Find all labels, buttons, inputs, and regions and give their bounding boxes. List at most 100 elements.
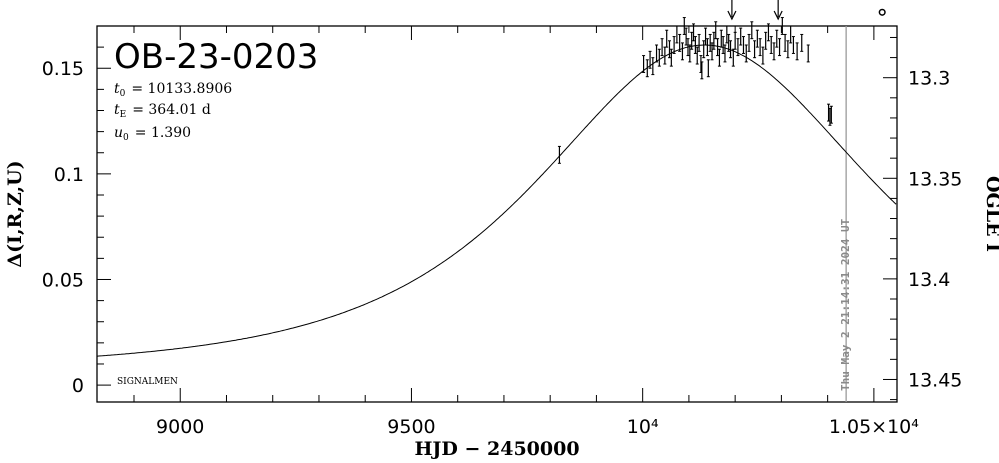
data-point bbox=[733, 31, 737, 50]
data-point bbox=[669, 48, 673, 67]
alert-arrow bbox=[727, 0, 737, 21]
left-axis-title: Δ(I,R,Z,U) bbox=[4, 160, 26, 267]
data-point bbox=[778, 38, 782, 57]
data-point bbox=[714, 21, 718, 40]
data-point bbox=[755, 29, 759, 48]
data-point bbox=[702, 40, 706, 59]
data-point bbox=[769, 36, 773, 54]
data-point bbox=[772, 42, 776, 61]
data-point bbox=[693, 36, 697, 54]
param-tE: tE = 364.01 d bbox=[114, 102, 211, 120]
x-tick-label: 9500 bbox=[387, 416, 435, 438]
data-point bbox=[791, 36, 795, 54]
event-title: OB-23-0203 bbox=[114, 37, 318, 77]
data-point bbox=[645, 59, 649, 78]
tick-marks bbox=[97, 25, 897, 402]
x-tick-label: 9000 bbox=[156, 416, 204, 438]
data-point bbox=[706, 59, 710, 78]
data-point bbox=[736, 38, 740, 57]
svg-text:u0= 1.390: u0 = 1.390 bbox=[114, 125, 191, 143]
data-point bbox=[727, 33, 731, 52]
data-point bbox=[695, 46, 699, 65]
data-point bbox=[800, 33, 804, 52]
data-point bbox=[684, 27, 688, 46]
data-point bbox=[721, 36, 725, 54]
data-point bbox=[648, 50, 652, 69]
y-right-tick-label: 13.35 bbox=[908, 168, 962, 190]
data-point bbox=[675, 25, 679, 44]
open-circle-point bbox=[878, 8, 886, 16]
tick-labels: 9000 9500 10⁴ 1.05×10⁴ 0 0.05 0.1 0.15 13.3 13.35… bbox=[42, 58, 963, 438]
data-point bbox=[741, 36, 745, 54]
y-right-tick-label: 13.3 bbox=[908, 68, 950, 90]
data-point bbox=[806, 44, 810, 63]
data-point bbox=[690, 31, 694, 50]
x-axis-title: HJD − 2450000 bbox=[414, 438, 579, 459]
data-point bbox=[665, 29, 669, 48]
plot-frame bbox=[96, 25, 898, 403]
param-t0: t0 = 10133.8906 bbox=[114, 81, 232, 99]
alert-arrow bbox=[773, 0, 783, 21]
svg-text:t0= 10133.8906: t0 = 10133.8906 bbox=[114, 81, 232, 99]
data-point bbox=[761, 46, 765, 65]
data-point bbox=[682, 17, 686, 35]
y-right-tick-label: 13.4 bbox=[908, 269, 950, 291]
data-point bbox=[680, 42, 684, 61]
data-point bbox=[716, 38, 720, 57]
model-curve bbox=[96, 44, 897, 357]
data-point bbox=[692, 23, 696, 42]
svg-text:tE= 364.01 d: tE = 364.01 d bbox=[114, 102, 211, 120]
data-point bbox=[750, 21, 754, 40]
y-right-tick-label: 13.45 bbox=[908, 369, 962, 391]
data-point bbox=[700, 61, 704, 80]
y-left-tick-label: 0.15 bbox=[42, 58, 84, 80]
data-point bbox=[686, 38, 690, 57]
data-point bbox=[710, 42, 714, 61]
data-point bbox=[655, 44, 659, 63]
model-curve-line bbox=[96, 44, 897, 357]
arrow-head bbox=[727, 10, 737, 21]
data-point bbox=[725, 25, 729, 44]
data-point bbox=[753, 40, 757, 59]
y-left-tick-label: 0.1 bbox=[54, 164, 84, 186]
data-point bbox=[708, 33, 712, 52]
data-point bbox=[651, 57, 655, 76]
x-tick-label: 1.05×10⁴ bbox=[829, 416, 919, 438]
credit-label: SIGNALMEN bbox=[117, 377, 178, 387]
data-point bbox=[723, 44, 727, 63]
data-points bbox=[557, 8, 886, 164]
param-u0: u0 = 1.390 bbox=[114, 125, 191, 143]
data-point bbox=[712, 31, 716, 50]
data-point bbox=[688, 44, 692, 63]
arrow-head bbox=[773, 10, 783, 21]
alert-arrows bbox=[727, 0, 783, 21]
data-point bbox=[758, 38, 762, 57]
data-point bbox=[775, 29, 779, 48]
data-point bbox=[780, 17, 784, 35]
data-point bbox=[719, 29, 723, 48]
data-point bbox=[783, 33, 787, 52]
data-point bbox=[789, 25, 793, 44]
data-point bbox=[744, 44, 748, 63]
data-point bbox=[660, 38, 664, 57]
right-axis-title: OGLE I bbox=[982, 176, 999, 252]
data-point bbox=[705, 38, 709, 57]
data-point bbox=[795, 42, 799, 61]
data-point bbox=[642, 55, 646, 73]
data-point bbox=[557, 145, 561, 164]
data-point bbox=[739, 27, 743, 46]
data-point bbox=[678, 33, 682, 52]
data-point bbox=[766, 23, 770, 42]
data-point bbox=[717, 48, 721, 67]
data-point bbox=[786, 40, 790, 59]
x-tick-label: 10⁴ bbox=[627, 416, 659, 438]
data-point bbox=[667, 40, 671, 59]
data-point bbox=[747, 33, 751, 52]
data-point bbox=[704, 27, 708, 46]
y-left-tick-label: 0 bbox=[72, 375, 84, 397]
data-point bbox=[657, 48, 661, 67]
data-point bbox=[729, 40, 733, 59]
data-point bbox=[764, 31, 768, 50]
